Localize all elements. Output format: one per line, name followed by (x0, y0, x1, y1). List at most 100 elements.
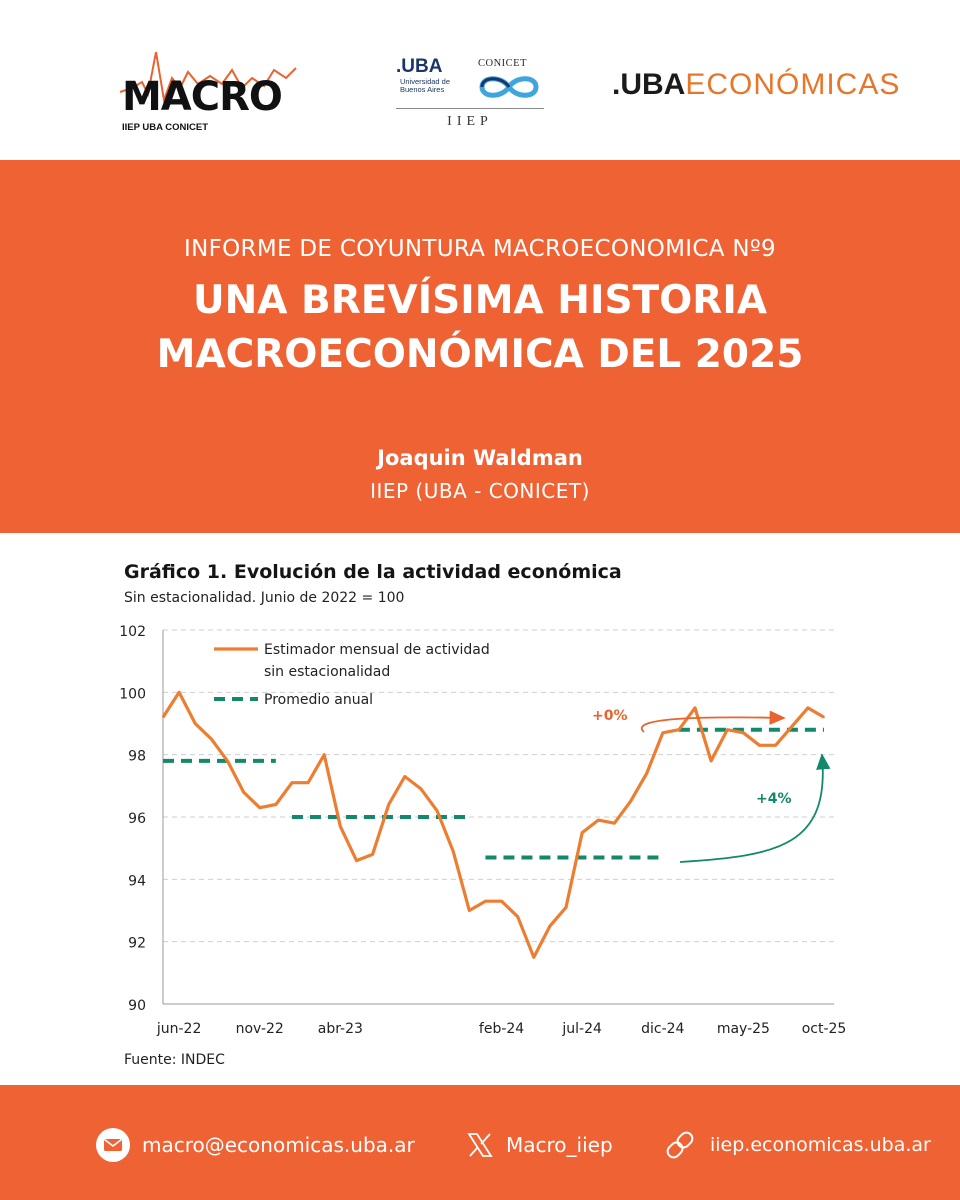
activity-data-point (565, 906, 567, 909)
chart-source: Fuente: INDEC (124, 1052, 225, 1068)
footer-x-handle-text: Macro_iiep (506, 1133, 613, 1157)
activity-data-point (178, 691, 180, 694)
x-tick-label: jul-24 (561, 1021, 602, 1037)
activity-data-point (533, 956, 535, 959)
activity-data-point (726, 728, 729, 731)
x-tick-label: feb-24 (479, 1021, 524, 1037)
x-tick-label: oct-25 (802, 1021, 847, 1037)
y-tick-label: 94 (128, 873, 146, 889)
chart-annotations: +0% +4% (592, 708, 831, 863)
activity-data-point (323, 753, 326, 756)
activity-data-point (790, 725, 793, 728)
uba-conicet-iiep-logo: .UBA Universidad de Buenos Aires CONICET… (396, 56, 546, 136)
report-title-line-2: MACROECONÓMICA DEL 2025 (156, 332, 804, 377)
logo-header: MACRO IIEP UBA CONICET .UBA Universidad … (0, 0, 960, 160)
activity-data-point (645, 772, 648, 775)
report-author: Joaquin Waldman (377, 446, 583, 470)
uba-wordmark: .UBA (396, 56, 443, 77)
activity-data-point (242, 791, 245, 793)
y-tick-label: 100 (119, 686, 146, 702)
report-series-label: INFORME DE COYUNTURA MACROECONOMICA Nº9 (184, 236, 776, 262)
footer-email-text: macro@economicas.uba.ar (142, 1133, 415, 1157)
macro-subtitle: IIEP UBA CONICET (122, 122, 209, 133)
activity-data-point (162, 716, 164, 719)
activity-data-point (371, 853, 374, 856)
activity-data-point (661, 732, 664, 734)
y-tick-label: 96 (128, 811, 146, 827)
activity-data-point (694, 707, 696, 709)
activity-data-point (355, 859, 358, 862)
activity-data-point (226, 760, 229, 762)
conicet-infinity-icon (479, 76, 539, 98)
x-tick-label: may-25 (717, 1021, 770, 1037)
activity-data-point (629, 800, 632, 803)
activity-data-point (275, 803, 277, 806)
y-tick-label: 102 (119, 624, 146, 640)
x-tick-label: nov-22 (236, 1021, 284, 1037)
activity-data-point (500, 900, 503, 902)
activity-data-point (581, 831, 583, 834)
activity-data-point (387, 803, 390, 806)
activity-data-point (436, 809, 438, 812)
activity-series (161, 690, 825, 959)
y-tick-label: 90 (128, 998, 146, 1014)
activity-data-point (420, 788, 422, 790)
report-title-line-1: UNA BREVÍSIMA HISTORIA (192, 278, 768, 323)
activity-data-point (258, 806, 261, 809)
x-tick-label: jun-22 (156, 1021, 202, 1037)
activity-data-point (484, 900, 487, 902)
annotation-arrow-zero-icon (640, 710, 786, 733)
chart-axes: 90 92 94 96 98 100 102 jun-22 nov-22 abr-23 feb-24… (119, 624, 846, 1037)
report-title: UNA BREVÍSIMA HISTORIA MACROECONÓMICA DE… (0, 274, 960, 382)
iiep-wordmark: IIEP (447, 114, 493, 129)
macro-logo: MACRO IIEP UBA CONICET (118, 48, 308, 138)
activity-data-point (678, 728, 680, 731)
legend-label-activity-line-2: sin estacionalidad (264, 664, 390, 680)
macro-logo-trend-line-icon (119, 51, 297, 104)
y-tick-label: 92 (128, 936, 146, 952)
activity-data-point (404, 775, 406, 778)
uba-economicas-part2: ECONÓMICAS (685, 68, 901, 101)
uba-university-name: Universidad de Buenos Aires (400, 77, 451, 94)
chart-gridlines (163, 629, 834, 943)
y-tick-label: 98 (128, 749, 146, 765)
activity-data-point (774, 744, 777, 747)
uba-economicas-logo: .UBAECONÓMICAS (612, 68, 900, 102)
activity-data-point (291, 781, 293, 784)
legend-label-activity-line-1: Estimador mensual de actividad (264, 642, 490, 658)
activity-line-chart: 90 92 94 96 98 100 102 jun-22 nov-22 abr-23 feb-24… (119, 624, 846, 1037)
activity-data-point (758, 744, 761, 747)
x-tick-label: dic-24 (641, 1021, 684, 1037)
annual-average-series (163, 727, 824, 860)
legend-label-average: Promedio anual (264, 692, 373, 708)
uba-economicas-part1: .UBA (612, 68, 686, 101)
footer-website-link[interactable]: iiep.economicas.uba.ar (662, 1127, 931, 1163)
activity-data-point (807, 707, 809, 709)
activity-data-point (307, 781, 309, 784)
activity-series-line (161, 690, 825, 959)
macro-wordmark: MACRO (122, 74, 283, 120)
contact-footer: macro@economicas.uba.ar Macro_iiep iiep.… (0, 1085, 960, 1200)
annotation-label-zero: +0% (592, 708, 628, 724)
activity-data-point (194, 722, 197, 725)
x-tick-label: abr-23 (318, 1021, 363, 1037)
footer-email-link[interactable]: macro@economicas.uba.ar (96, 1127, 415, 1163)
activity-data-point (597, 819, 600, 821)
report-header-band: INFORME DE COYUNTURA MACROECONOMICA Nº9 … (0, 160, 960, 533)
annotation-arrow-four-icon (679, 753, 831, 863)
logo-divider (396, 108, 544, 109)
chart-subtitle: Sin estacionalidad. Junio de 2022 = 100 (124, 590, 405, 606)
report-affiliation: IIEP (UBA - CONICET) (370, 479, 590, 503)
x-logo-icon (466, 1131, 494, 1159)
activity-data-point (516, 915, 519, 918)
activity-data-point (710, 760, 712, 762)
activity-data-point (549, 925, 551, 927)
footer-x-link[interactable]: Macro_iiep (466, 1127, 613, 1163)
activity-data-point (468, 909, 471, 912)
chart-legend: Estimador mensual de actividad sin estaci… (214, 642, 490, 708)
chain-link-icon (662, 1127, 698, 1163)
conicet-wordmark: CONICET (478, 58, 527, 69)
activity-data-point (452, 850, 454, 853)
activity-data-point (613, 822, 616, 825)
envelope-icon (96, 1128, 130, 1162)
